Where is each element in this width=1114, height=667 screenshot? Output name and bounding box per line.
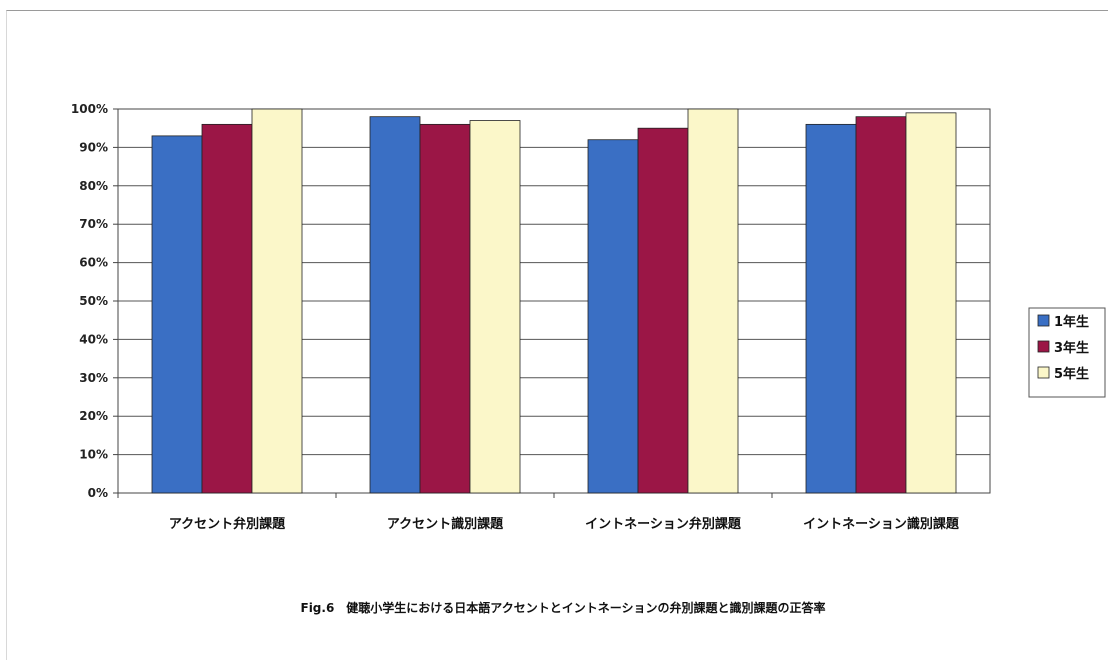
legend: 1年生 3年生 5年生	[1028, 307, 1106, 398]
legend-swatch	[1037, 366, 1050, 379]
figure-caption: Fig.6 健聴小学生における日本語アクセントとイントネーションの弁別課題と識別…	[301, 600, 826, 615]
bar-2-1	[201, 123, 253, 494]
y-tick-label: 100%	[71, 102, 108, 116]
bar-1-4	[805, 123, 857, 494]
legend-label: 1年生	[1054, 314, 1089, 330]
legend-swatch	[1037, 340, 1050, 353]
bar-3-1	[251, 108, 303, 494]
legend-label: 3年生	[1054, 340, 1089, 356]
x-category-label: アクセント識別課題	[387, 516, 504, 532]
bars	[151, 108, 957, 494]
y-tick-label: 40%	[79, 332, 108, 346]
chart-frame	[6, 10, 1108, 660]
bar-3-4	[905, 112, 957, 494]
y-tick-label: 60%	[79, 256, 108, 270]
bar-3-3	[687, 108, 739, 494]
y-tick-label: 0%	[88, 486, 108, 500]
y-tick-label: 70%	[79, 217, 108, 231]
y-tick-label: 30%	[79, 371, 108, 385]
y-tick-label: 80%	[79, 179, 108, 193]
bar-2-3	[637, 127, 689, 494]
bar-1-2	[369, 116, 421, 494]
bar-2-4	[855, 116, 907, 494]
bar-2-2	[419, 123, 471, 494]
bar-1-3	[587, 139, 639, 494]
legend-label: 5年生	[1054, 366, 1089, 382]
x-category-label: アクセント弁別課題	[169, 516, 286, 532]
y-axis-ticks: 0% 10% 20% 30% 40% 50% 60% 70% 80% 90% 100%	[71, 102, 118, 500]
y-tick-label: 50%	[79, 294, 108, 308]
x-axis-categories: アクセント弁別課題 アクセント識別課題 イントネーション弁別課題 イントネーション識別…	[117, 493, 960, 532]
bar-1-1	[151, 135, 203, 494]
y-tick-label: 10%	[79, 448, 108, 462]
y-tick-label: 90%	[79, 140, 108, 154]
x-category-label: イントネーション識別課題	[803, 516, 960, 532]
legend-swatch	[1037, 314, 1050, 327]
y-tick-label: 20%	[79, 409, 108, 423]
x-category-label: イントネーション弁別課題	[585, 516, 742, 532]
bar-3-2	[469, 120, 521, 494]
